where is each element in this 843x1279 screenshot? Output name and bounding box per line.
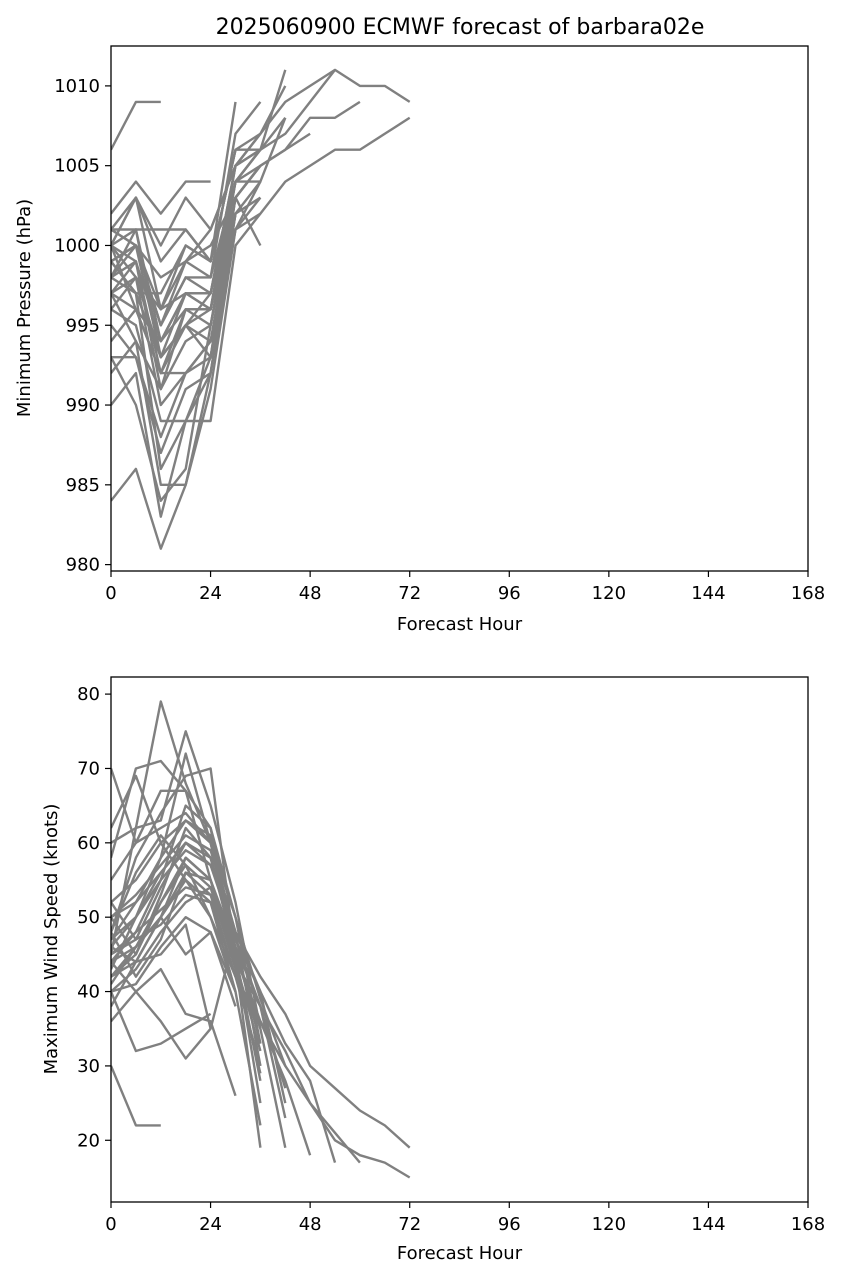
wind-y-tick-label: 30 <box>77 1056 100 1077</box>
wind-series-line-24 <box>111 826 262 1044</box>
wind-series-line-26 <box>111 849 237 948</box>
pressure-series-line-28 <box>111 213 237 423</box>
pressure-x-tick-label: 72 <box>398 583 421 604</box>
wind-series-line-31 <box>111 834 262 1074</box>
pressure-y-tick-label: 1005 <box>54 156 100 177</box>
pressure-y-tick-label: 985 <box>66 475 100 496</box>
wind-x-tick-label: 120 <box>592 1214 626 1235</box>
pressure-panel: 0 24 48 72 96 120 144 168 980 985 990 995 1000 1005 10… <box>14 45 825 635</box>
pressure-series-group <box>111 68 411 550</box>
pressure-series-line-7 <box>111 101 237 263</box>
wind-y-tick-label: 40 <box>77 982 100 1003</box>
pressure-series-line-29 <box>111 213 237 375</box>
wind-y-tick-label: 50 <box>77 907 100 928</box>
wind-x-axis-label: Forecast Hour <box>397 1243 523 1264</box>
pressure-x-tick-label: 96 <box>498 583 521 604</box>
wind-panel: 0 24 48 72 96 120 144 168 20 30 40 50 60 70 80 Forecast… <box>41 676 825 1264</box>
wind-y-tick-label: 20 <box>77 1130 100 1151</box>
wind-series-group <box>111 700 411 1179</box>
pressure-y-axis-label: Minimum Pressure (hPa) <box>14 199 35 417</box>
pressure-series-line-6 <box>111 180 211 215</box>
pressure-x-tick-label: 0 <box>105 583 116 604</box>
pressure-x-tick-label: 144 <box>691 583 725 604</box>
pressure-series-line-31 <box>111 148 262 247</box>
pressure-series-line-27 <box>111 197 237 391</box>
wind-series-line-12 <box>111 856 287 1089</box>
wind-series-line-7 <box>111 923 212 1029</box>
chart-title: 2025060900 ECMWF forecast of barbara02e <box>216 15 705 40</box>
pressure-x-tick-label: 168 <box>791 583 825 604</box>
pressure-series-line-33 <box>111 197 237 311</box>
wind-series-line-22 <box>111 886 262 1052</box>
wind-x-tick-label: 72 <box>398 1214 421 1235</box>
pressure-y-tick-label: 1010 <box>54 76 100 97</box>
pressure-x-tick-label: 120 <box>592 583 626 604</box>
wind-series-line-33 <box>111 916 237 993</box>
wind-series-line-21 <box>111 767 237 955</box>
pressure-y-tick-label: 995 <box>66 315 100 336</box>
pressure-series-line-24 <box>111 133 262 311</box>
wind-series-line-18 <box>111 730 262 1029</box>
wind-series-line-32 <box>111 893 237 978</box>
pressure-y-tick-label: 980 <box>66 555 100 576</box>
wind-x-tick-label: 48 <box>299 1214 322 1235</box>
pressure-series-line-32 <box>111 181 237 359</box>
pressure-x-tick-label: 24 <box>199 583 222 604</box>
wind-axes-frame <box>110 676 809 1203</box>
wind-y-tick-label: 60 <box>77 833 100 854</box>
wind-x-tick-label: 144 <box>691 1214 725 1235</box>
pressure-y-tick-label: 990 <box>66 395 100 416</box>
wind-series-line-0 <box>111 1065 161 1127</box>
wind-x-tick-label: 24 <box>199 1214 222 1235</box>
wind-y-axis-label: Maximum Wind Speed (knots) <box>41 804 62 1075</box>
pressure-series-line-30 <box>111 181 237 343</box>
pressure-y-tick-label: 1000 <box>54 235 100 256</box>
wind-series-line-6 <box>111 991 212 1053</box>
pressure-x-tick-label: 48 <box>299 583 322 604</box>
wind-series-line-9 <box>111 804 287 1148</box>
pressure-axes-frame <box>110 45 809 572</box>
wind-y-tick-label: 70 <box>77 758 100 779</box>
wind-series-line-29 <box>111 968 237 1097</box>
pressure-x-axis-label: Forecast Hour <box>397 614 523 635</box>
wind-x-tick-label: 0 <box>105 1214 116 1235</box>
wind-x-tick-label: 168 <box>791 1214 825 1235</box>
pressure-series-line-0 <box>111 100 161 151</box>
wind-series-line-1 <box>111 930 411 1149</box>
wind-y-tick-label: 80 <box>77 684 100 705</box>
wind-x-tick-label: 96 <box>498 1214 521 1235</box>
